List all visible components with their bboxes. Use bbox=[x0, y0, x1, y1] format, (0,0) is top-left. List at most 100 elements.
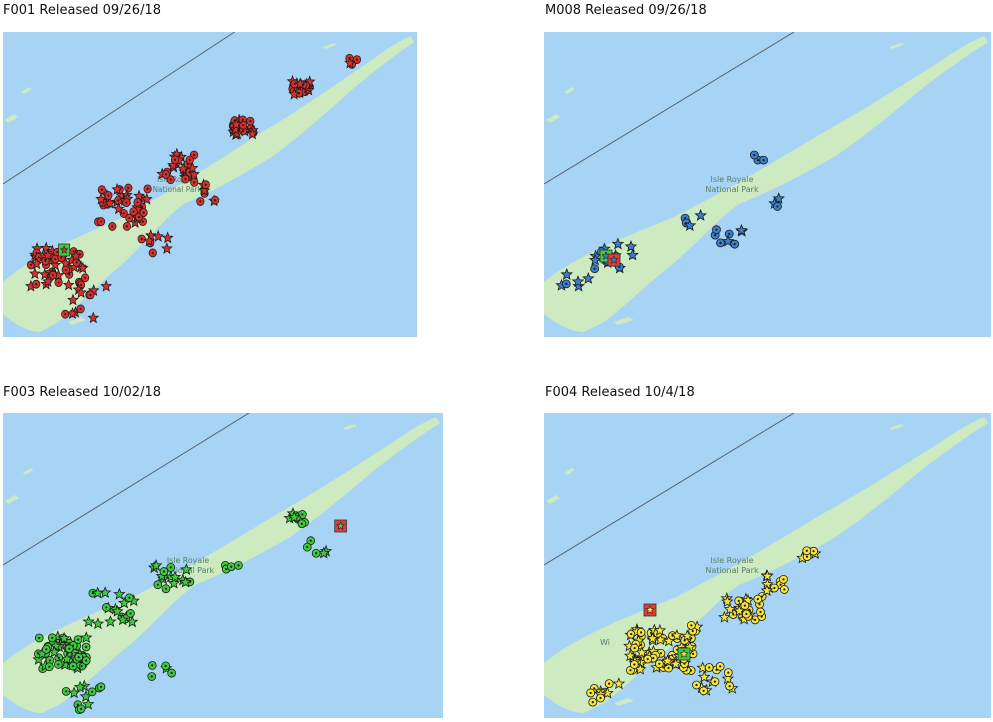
location-dot bbox=[225, 568, 228, 571]
location-dot bbox=[659, 652, 663, 655]
location-dot bbox=[783, 588, 786, 591]
location-star-icon bbox=[76, 261, 89, 274]
location-star-icon bbox=[582, 272, 595, 284]
location-dot bbox=[68, 647, 71, 650]
location-dot bbox=[146, 187, 149, 190]
location-dot bbox=[80, 664, 83, 668]
location-dot bbox=[646, 658, 649, 661]
location-dot bbox=[762, 159, 765, 162]
location-dot bbox=[132, 210, 135, 213]
location-dot bbox=[127, 186, 130, 190]
location-star-icon bbox=[70, 249, 82, 262]
location-star-icon bbox=[143, 234, 156, 247]
location-dot bbox=[128, 596, 131, 600]
panel-title: F004 Released 10/4/18 bbox=[545, 385, 695, 400]
location-dot bbox=[805, 555, 809, 558]
location-dot bbox=[188, 158, 191, 162]
location-dot bbox=[633, 663, 636, 666]
boundary-line bbox=[544, 32, 795, 185]
location-star-icon bbox=[29, 267, 41, 280]
location-star-icon bbox=[73, 680, 87, 693]
location-dot bbox=[29, 263, 32, 267]
location-star-icon bbox=[572, 279, 585, 292]
park-label-line1: Isle Royale bbox=[167, 556, 209, 565]
location-star-icon bbox=[180, 563, 193, 575]
location-dot bbox=[184, 177, 187, 181]
small-island bbox=[889, 424, 904, 430]
panel-title: F003 Released 10/02/18 bbox=[3, 385, 161, 400]
location-dot bbox=[122, 212, 125, 215]
location-dot bbox=[759, 610, 762, 614]
location-star-icon bbox=[144, 228, 157, 241]
location-star-icon bbox=[560, 268, 574, 281]
location-star-icon bbox=[694, 208, 707, 221]
location-dot bbox=[140, 237, 143, 241]
location-star-icon bbox=[38, 267, 51, 280]
location-star-icon bbox=[612, 677, 626, 690]
location-dot bbox=[150, 675, 153, 678]
location-dot bbox=[355, 58, 358, 61]
small-island bbox=[614, 317, 634, 325]
location-star-icon bbox=[732, 604, 746, 617]
location-star-icon bbox=[653, 623, 667, 636]
location-dot bbox=[728, 232, 731, 236]
location-star-icon bbox=[661, 654, 674, 667]
location-star-icon bbox=[152, 229, 164, 242]
location-star-icon bbox=[40, 241, 52, 254]
location-dot bbox=[599, 696, 602, 700]
location-dot bbox=[776, 205, 779, 208]
location-dot bbox=[125, 201, 128, 204]
location-star-icon bbox=[683, 219, 697, 232]
location-star-icon bbox=[760, 584, 774, 596]
location-star-icon bbox=[721, 234, 735, 247]
location-dot bbox=[204, 183, 207, 186]
location-star-icon bbox=[116, 613, 129, 626]
location-star-icon bbox=[67, 686, 81, 699]
location-dot bbox=[241, 118, 244, 121]
small-island bbox=[342, 424, 358, 430]
location-dot bbox=[174, 158, 177, 161]
location-star-icon bbox=[91, 617, 105, 630]
location-star-icon bbox=[113, 587, 126, 600]
location-dot bbox=[44, 259, 47, 263]
location-star-icon bbox=[721, 672, 735, 685]
panel-title: F001 Released 09/26/18 bbox=[3, 3, 161, 18]
location-dot bbox=[719, 665, 722, 668]
location-dot bbox=[100, 188, 103, 191]
town-label: Wi bbox=[600, 638, 610, 647]
location-dot bbox=[48, 659, 52, 662]
location-star-icon bbox=[62, 278, 75, 291]
park-label-line1: Isle Royale bbox=[710, 556, 753, 565]
location-star-icon bbox=[104, 196, 116, 209]
small-island bbox=[889, 43, 904, 49]
location-dot bbox=[719, 241, 722, 244]
location-dot bbox=[593, 687, 596, 690]
location-dot bbox=[237, 564, 240, 567]
location-dot bbox=[756, 598, 759, 601]
location-dot bbox=[151, 251, 154, 255]
location-dot bbox=[630, 633, 633, 636]
location-dot bbox=[662, 666, 665, 669]
location-star-icon bbox=[118, 596, 131, 609]
location-dot bbox=[812, 550, 815, 553]
map-view[interactable]: Isle Royale National Park bbox=[3, 32, 417, 337]
location-dot bbox=[100, 220, 103, 223]
park-label-line1: Isle Royale bbox=[710, 175, 753, 184]
location-dot bbox=[169, 566, 172, 569]
location-star-icon bbox=[772, 192, 785, 204]
location-dot bbox=[593, 267, 596, 270]
boundary-line bbox=[3, 32, 235, 185]
location-dot bbox=[65, 690, 68, 693]
location-dot bbox=[309, 539, 312, 542]
location-dot bbox=[37, 256, 40, 259]
location-star-icon bbox=[80, 631, 93, 644]
location-dot bbox=[690, 637, 693, 640]
location-dot bbox=[156, 583, 159, 586]
location-star-icon bbox=[168, 570, 182, 583]
location-star-icon bbox=[112, 202, 125, 215]
location-star-icon bbox=[104, 615, 117, 628]
park-label-line2: National Park bbox=[705, 185, 759, 194]
